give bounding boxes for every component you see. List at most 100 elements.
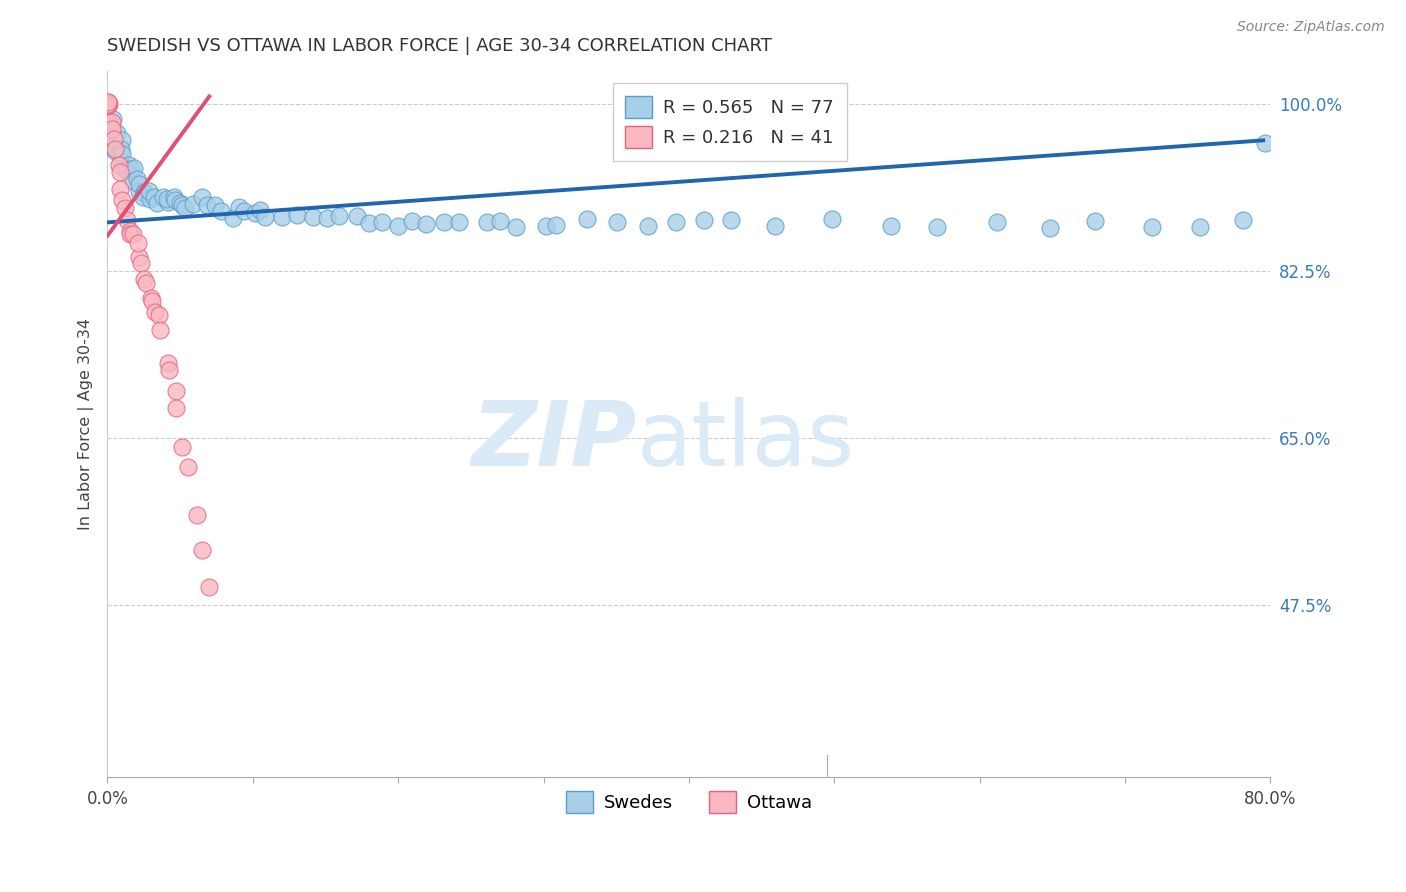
Point (148, 308, 170, 322)
Point (720, 212, 742, 227)
Point (122, 174, 145, 188)
Point (328, 209, 350, 223)
Text: Source: ZipAtlas.com: Source: ZipAtlas.com (1237, 20, 1385, 34)
Point (118, 224, 141, 238)
Point (152, 190, 174, 204)
Point (105, 126, 128, 140)
Point (637, 219, 659, 234)
Point (346, 209, 368, 223)
Point (97, 98, 120, 112)
Point (101, 112, 124, 127)
Text: atlas: atlas (637, 397, 855, 485)
Point (103, 132, 125, 146)
Point (986, 215, 1008, 229)
Point (146, 195, 169, 210)
Point (1140, 219, 1163, 234)
Point (665, 214, 688, 228)
Point (209, 203, 232, 218)
Point (1232, 213, 1254, 227)
Point (371, 214, 394, 228)
Point (271, 210, 294, 224)
Point (132, 272, 155, 286)
Point (186, 508, 208, 523)
Point (139, 291, 162, 305)
Text: ZIP: ZIP (471, 397, 637, 485)
Point (505, 220, 527, 235)
Point (108, 182, 131, 196)
Point (156, 192, 179, 206)
Point (222, 211, 245, 225)
Point (477, 215, 499, 229)
Point (1254, 136, 1277, 150)
Point (415, 217, 437, 231)
Point (170, 440, 193, 454)
Point (191, 542, 214, 557)
Point (110, 142, 132, 156)
Point (114, 201, 136, 215)
Point (447, 215, 470, 229)
Point (1039, 220, 1062, 235)
Point (763, 219, 786, 234)
Point (101, 122, 124, 136)
Point (132, 185, 155, 199)
Point (122, 161, 145, 175)
Point (387, 219, 409, 233)
Point (127, 235, 149, 250)
Point (177, 459, 200, 474)
Point (97, 95, 120, 109)
Point (1084, 213, 1107, 227)
Point (118, 158, 141, 172)
Point (111, 133, 134, 147)
Point (128, 250, 150, 264)
Point (156, 194, 179, 209)
Y-axis label: In Labor Force | Age 30-34: In Labor Force | Age 30-34 (79, 318, 94, 530)
Point (169, 196, 191, 211)
Point (165, 384, 187, 398)
Point (174, 201, 197, 215)
Point (96, 98, 118, 112)
Point (191, 189, 214, 203)
Point (606, 215, 628, 229)
Point (163, 193, 186, 207)
Point (1188, 220, 1211, 235)
Point (285, 208, 308, 222)
Point (97, 96, 120, 111)
Point (488, 214, 510, 228)
Point (100, 138, 122, 153)
Point (118, 227, 141, 242)
Point (927, 219, 949, 234)
Point (104, 145, 127, 159)
Point (122, 227, 145, 242)
Point (115, 212, 138, 227)
Point (128, 185, 150, 199)
Point (301, 210, 323, 224)
Point (165, 401, 187, 415)
Point (156, 355, 179, 369)
Point (693, 213, 716, 227)
Point (111, 147, 134, 161)
Point (149, 323, 172, 337)
Point (143, 305, 166, 319)
Point (115, 162, 138, 177)
Point (143, 190, 166, 204)
Point (132, 186, 155, 201)
Point (132, 190, 155, 204)
Point (111, 193, 134, 207)
Point (157, 363, 180, 377)
Point (135, 277, 157, 291)
Point (316, 211, 339, 226)
Point (131, 256, 153, 270)
Point (128, 178, 150, 192)
Point (204, 198, 226, 212)
Point (125, 171, 148, 186)
Point (97, 97, 120, 112)
Point (253, 211, 276, 225)
Legend: Swedes, Ottawa: Swedes, Ottawa (558, 784, 820, 821)
Point (172, 198, 194, 212)
Point (198, 581, 221, 595)
Point (108, 164, 131, 178)
Point (108, 158, 131, 172)
Point (357, 216, 380, 230)
Point (96, 98, 118, 112)
Point (104, 142, 127, 156)
